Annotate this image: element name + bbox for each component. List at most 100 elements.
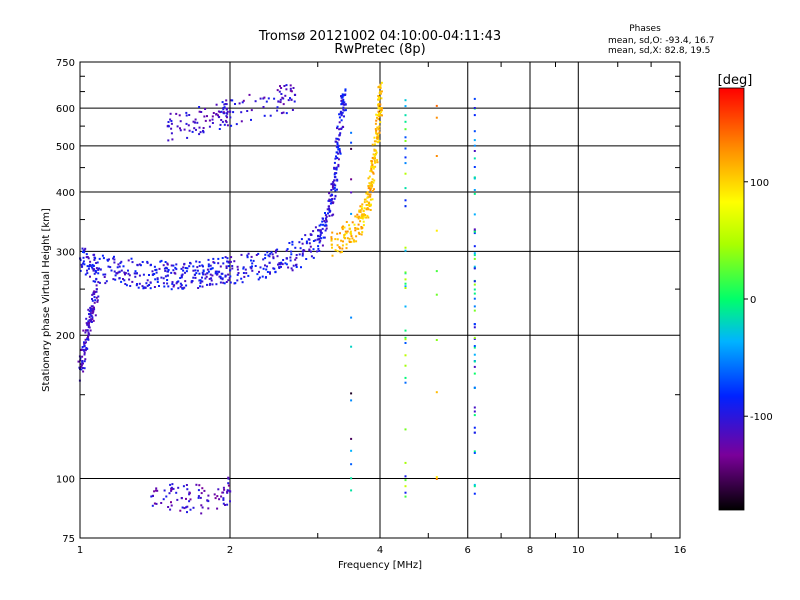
data-point — [264, 264, 266, 267]
data-point — [185, 506, 188, 509]
data-point — [404, 336, 407, 339]
data-point — [334, 184, 337, 187]
data-point — [96, 261, 99, 264]
data-point — [207, 507, 210, 510]
chart-title: Tromsø 20121002 04:10:00-04:11:43 — [258, 29, 501, 44]
data-point — [170, 264, 173, 267]
data-point — [91, 305, 94, 308]
data-point — [170, 504, 173, 507]
data-point — [473, 297, 476, 300]
data-point — [345, 221, 348, 223]
data-point — [195, 483, 198, 486]
data-point — [116, 266, 119, 269]
data-point — [91, 312, 94, 315]
data-point — [206, 115, 208, 118]
data-point — [370, 162, 373, 164]
data-point — [473, 292, 476, 295]
data-point — [473, 157, 476, 160]
data-point — [328, 214, 331, 217]
data-point — [404, 381, 407, 384]
data-point — [109, 266, 112, 269]
data-point — [262, 258, 265, 261]
data-point — [120, 269, 123, 272]
data-point — [131, 261, 134, 264]
data-point — [318, 224, 321, 227]
data-point — [404, 485, 407, 488]
data-point — [216, 495, 219, 498]
data-point — [368, 175, 371, 178]
data-point — [199, 282, 202, 285]
data-point — [338, 128, 341, 131]
data-point — [369, 170, 372, 173]
data-point — [368, 205, 371, 207]
data-point — [154, 278, 157, 281]
data-point — [254, 100, 257, 103]
data-point — [357, 217, 360, 220]
data-point — [82, 262, 85, 265]
data-point — [377, 141, 379, 144]
data-point — [117, 263, 120, 266]
data-point — [148, 284, 151, 286]
data-point — [200, 111, 203, 113]
data-point — [318, 250, 321, 252]
data-point — [225, 121, 228, 124]
data-point — [215, 283, 218, 286]
data-point — [340, 128, 343, 130]
data-point — [335, 145, 338, 148]
data-point — [197, 287, 200, 289]
data-point — [319, 230, 322, 233]
data-point — [170, 127, 173, 130]
data-point — [103, 276, 106, 278]
data-point — [246, 256, 249, 259]
data-point — [267, 97, 270, 100]
data-point — [339, 251, 342, 254]
data-point — [219, 281, 222, 284]
data-point — [97, 268, 100, 271]
data-point — [200, 504, 203, 507]
data-point — [379, 121, 382, 124]
data-point — [316, 250, 319, 253]
data-point — [295, 254, 298, 256]
data-point — [92, 291, 95, 294]
data-point — [226, 110, 229, 113]
data-point — [473, 257, 476, 260]
data-point — [291, 240, 294, 243]
data-point — [222, 281, 225, 284]
data-point — [307, 238, 310, 241]
data-point — [370, 166, 373, 169]
data-point — [87, 324, 90, 327]
data-point — [368, 182, 371, 185]
data-point — [295, 264, 297, 267]
data-point — [247, 252, 250, 255]
data-point — [338, 113, 341, 116]
data-point — [102, 273, 105, 276]
data-point — [376, 161, 379, 164]
data-point — [93, 306, 95, 309]
data-point — [343, 93, 346, 96]
data-point — [176, 498, 179, 501]
data-point — [473, 189, 476, 191]
data-point — [221, 278, 224, 281]
data-point — [308, 242, 311, 245]
data-point — [198, 133, 201, 136]
data-point — [114, 278, 117, 281]
data-point — [362, 224, 365, 227]
data-point — [331, 202, 334, 205]
data-point — [158, 285, 160, 287]
data-point — [80, 365, 83, 368]
data-point — [190, 280, 193, 283]
data-point — [179, 127, 181, 130]
data-point — [155, 489, 157, 492]
data-point — [143, 286, 146, 289]
data-point — [229, 269, 232, 272]
data-point — [220, 119, 223, 121]
data-point — [294, 258, 297, 261]
data-point — [285, 88, 288, 91]
data-point — [87, 335, 89, 338]
data-point — [172, 264, 175, 267]
data-point — [373, 157, 376, 160]
data-point — [223, 123, 226, 126]
data-point — [92, 309, 95, 312]
data-point — [358, 210, 361, 213]
y-tick-label: 100 — [56, 475, 75, 486]
